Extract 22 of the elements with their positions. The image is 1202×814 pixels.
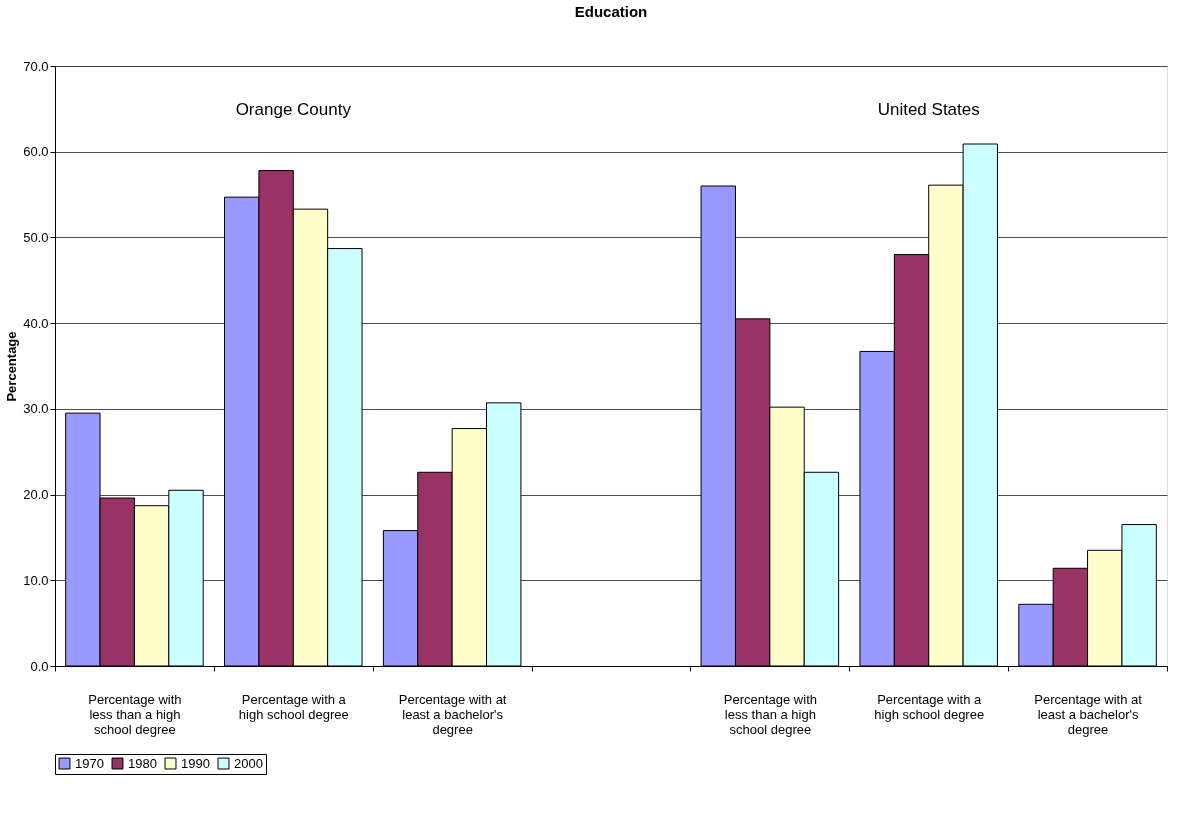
legend-label: 1970 bbox=[75, 755, 104, 771]
x-tick-label: Percentage with at least a bachelor's degree bbox=[398, 691, 507, 737]
y-tick-label: 60.0 bbox=[23, 144, 49, 160]
x-tick-label: Percentage with a high school degree bbox=[238, 691, 349, 722]
y-tick-label: 70.0 bbox=[23, 58, 49, 74]
x-tick-label: Percentage with less than a high school degree bbox=[723, 691, 817, 737]
y-tick-label: 20.0 bbox=[23, 487, 49, 503]
x-tick-label: Percentage with a high school degree bbox=[874, 691, 985, 722]
y-tick-label: 40.0 bbox=[23, 315, 49, 331]
y-tick-label: 30.0 bbox=[23, 401, 49, 417]
x-tick-label: Percentage with less than a high school degree bbox=[88, 691, 182, 737]
x-tick-label: Percentage with at least a bachelor's degree bbox=[1034, 691, 1143, 737]
y-axis-title: Percentage bbox=[4, 331, 20, 402]
legend-label: 1980 bbox=[128, 755, 157, 771]
annotation: United States bbox=[877, 100, 980, 119]
annotation: Orange County bbox=[235, 100, 352, 119]
y-tick-label: 0.0 bbox=[30, 658, 49, 674]
chart-title: Education bbox=[574, 3, 648, 20]
y-tick-label: 50.0 bbox=[23, 229, 49, 245]
legend-label: 1990 bbox=[181, 755, 210, 771]
legend-label: 2000 bbox=[234, 755, 263, 771]
y-tick-label: 10.0 bbox=[23, 572, 49, 588]
